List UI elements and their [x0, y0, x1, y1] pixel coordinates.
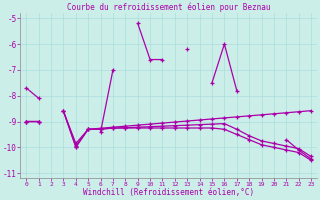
X-axis label: Windchill (Refroidissement éolien,°C): Windchill (Refroidissement éolien,°C)	[83, 188, 254, 197]
Title: Courbe du refroidissement éolien pour Beznau: Courbe du refroidissement éolien pour Be…	[67, 3, 270, 12]
